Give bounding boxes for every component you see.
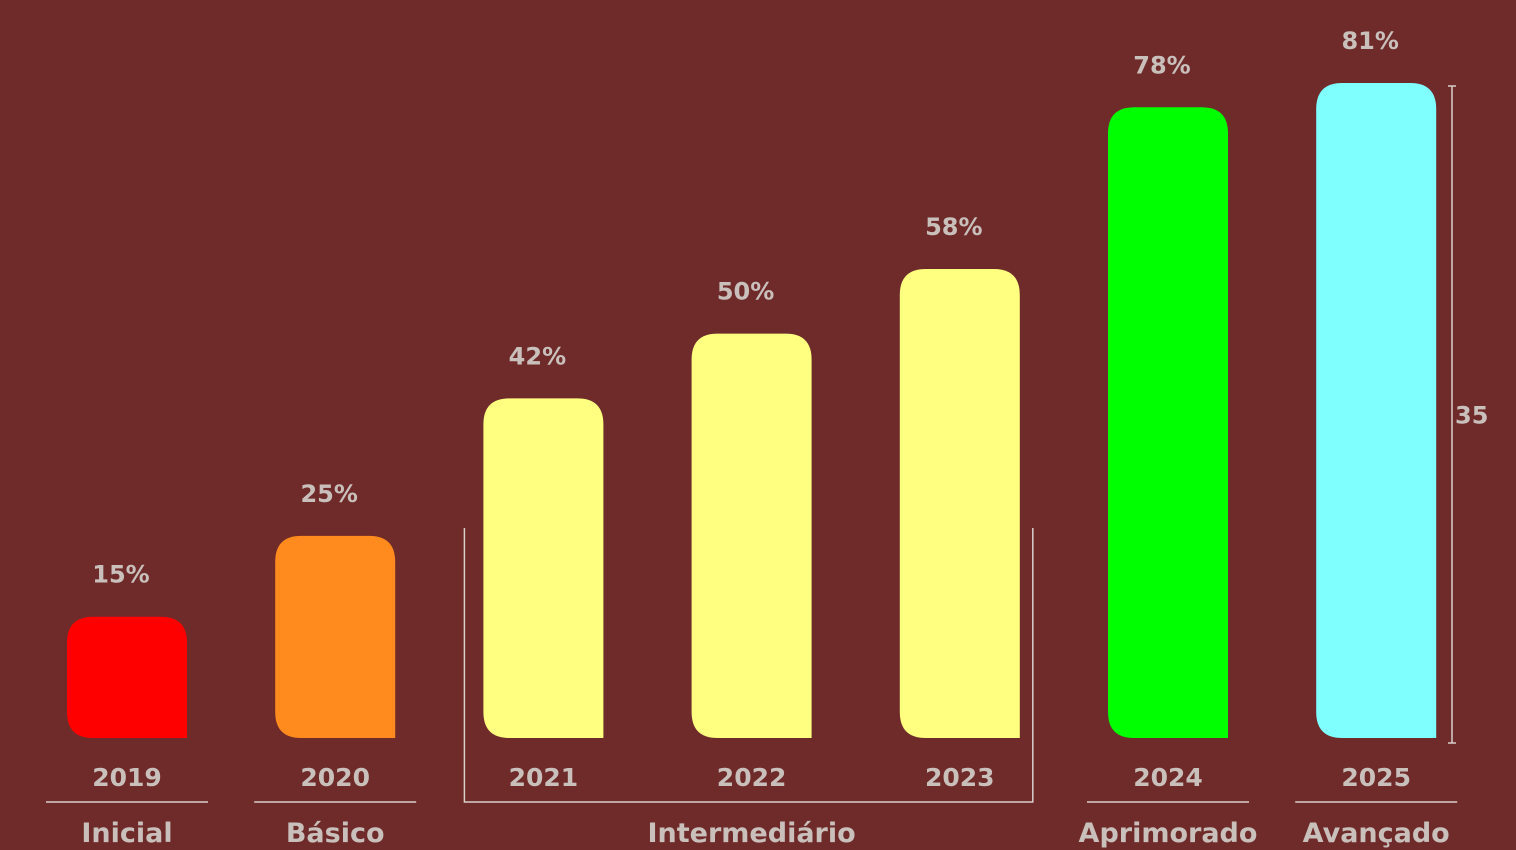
bar-2019 (67, 616, 187, 738)
level-group-4: Avançado (1295, 801, 1458, 849)
level-group-2: Intermediário (463, 528, 1034, 849)
value-label-2019: 15% (92, 561, 149, 589)
value-label-2020: 25% (300, 480, 357, 508)
bar-2024 (1108, 107, 1228, 738)
value-label-2021: 42% (509, 342, 566, 370)
bars-layer (67, 83, 1437, 738)
year-label-2024: 2024 (1133, 763, 1203, 792)
value-label-2023: 58% (925, 213, 982, 241)
year-label-2023: 2023 (925, 763, 995, 792)
level-groups-layer: Inicial Básico Intermediário Aprimorado Avan… (46, 528, 1458, 849)
level-rule-2 (463, 528, 1034, 803)
level-label-1: Básico (286, 818, 385, 849)
level-label-2: Intermediário (648, 818, 856, 849)
level-label-0: Inicial (81, 818, 172, 849)
bar-2020 (275, 535, 396, 738)
level-group-0: Inicial (46, 801, 208, 849)
level-group-1: Básico (254, 801, 417, 849)
range-annotation-label: 35 (1455, 402, 1488, 430)
value-labels-layer: 15% 25% 42% 50% 58% 78% 81% (92, 27, 1399, 589)
level-group-3: Aprimorado (1079, 801, 1258, 849)
bar-2021 (483, 398, 604, 738)
bar-2022 (691, 333, 812, 738)
bar-2025 (1316, 83, 1437, 738)
value-label-2024: 78% (1133, 51, 1190, 79)
value-label-2025: 81% (1341, 27, 1398, 55)
value-label-2022: 50% (717, 278, 774, 306)
year-labels-layer: 2019 2020 2021 2022 2023 2024 2025 (92, 763, 1411, 792)
range-annotation-line (1448, 85, 1456, 744)
year-label-2025: 2025 (1341, 763, 1411, 792)
year-label-2022: 2022 (717, 763, 787, 792)
year-label-2020: 2020 (300, 763, 370, 792)
bar-2023 (899, 268, 1020, 738)
year-label-2021: 2021 (509, 763, 579, 792)
level-label-3: Aprimorado (1079, 818, 1258, 849)
year-label-2019: 2019 (92, 763, 162, 792)
range-annotation: 35 (1448, 85, 1488, 744)
level-label-4: Avançado (1303, 818, 1450, 849)
